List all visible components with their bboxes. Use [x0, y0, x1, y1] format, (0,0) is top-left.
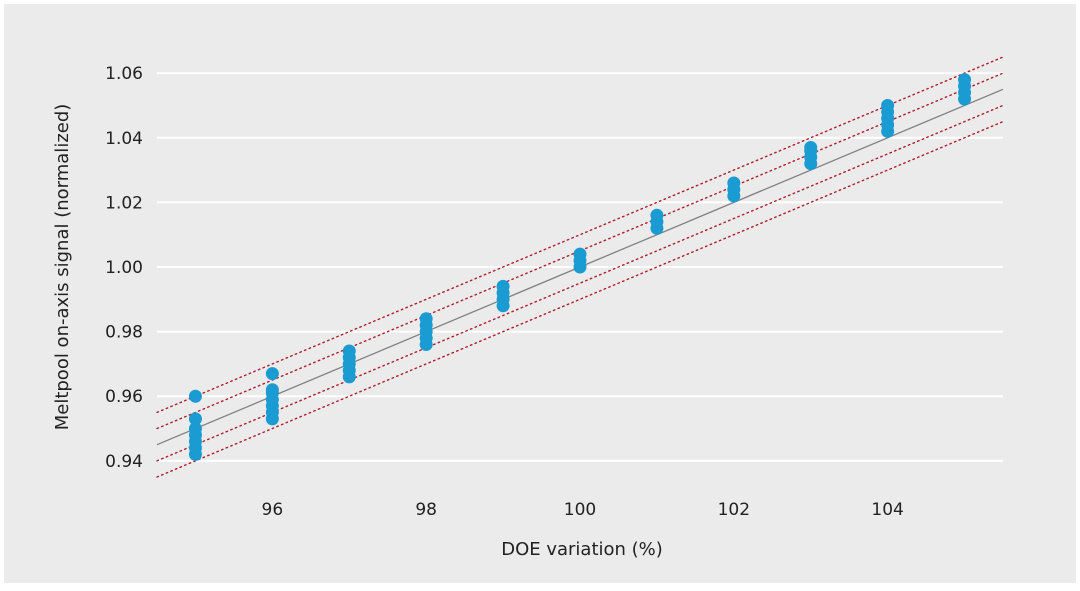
- data-point: [496, 279, 510, 293]
- data-point: [188, 389, 202, 403]
- grid-lines: [157, 72, 1003, 462]
- x-tick-label: 100: [564, 500, 596, 520]
- y-tick-label: 1.02: [105, 193, 143, 213]
- data-point: [573, 247, 587, 261]
- y-axis-title: Meltpool on-axis signal (normalized): [52, 104, 73, 431]
- data-point: [265, 383, 279, 397]
- tolerance-line-outer-upper: [156, 56, 1004, 414]
- x-axis-ticks: 96 98 100 102 104: [262, 500, 904, 520]
- data-point: [419, 312, 433, 326]
- data-point: [804, 140, 818, 154]
- y-tick-label: 1.04: [105, 129, 143, 149]
- tolerance-line-inner-lower: [156, 104, 1004, 462]
- data-point: [881, 98, 895, 112]
- data-point: [727, 176, 741, 190]
- x-axis-title: DOE variation (%): [501, 539, 663, 560]
- tolerance-bands: [156, 56, 1004, 478]
- data-point: [265, 367, 279, 381]
- data-point: [650, 208, 664, 222]
- y-tick-label: 1.06: [105, 64, 143, 84]
- tolerance-line-outer-lower: [156, 120, 1004, 478]
- data-point: [342, 344, 356, 358]
- y-axis-ticks: 0.94 0.96 0.98 1.00 1.02 1.04 1.06: [105, 64, 143, 472]
- data-point: [188, 422, 202, 436]
- x-tick-label: 96: [262, 500, 284, 520]
- y-tick-label: 0.98: [105, 323, 143, 343]
- plot-background: [4, 4, 1076, 583]
- tolerance-line-inner-upper: [156, 72, 1004, 430]
- y-tick-label: 1.00: [105, 258, 143, 278]
- y-tick-label: 0.94: [105, 452, 143, 472]
- x-tick-label: 102: [718, 500, 750, 520]
- x-tick-label: 98: [415, 500, 437, 520]
- data-points: [188, 73, 972, 461]
- x-tick-label: 104: [871, 500, 903, 520]
- y-tick-label: 0.96: [105, 387, 143, 407]
- data-point: [958, 73, 972, 87]
- data-point: [188, 412, 202, 426]
